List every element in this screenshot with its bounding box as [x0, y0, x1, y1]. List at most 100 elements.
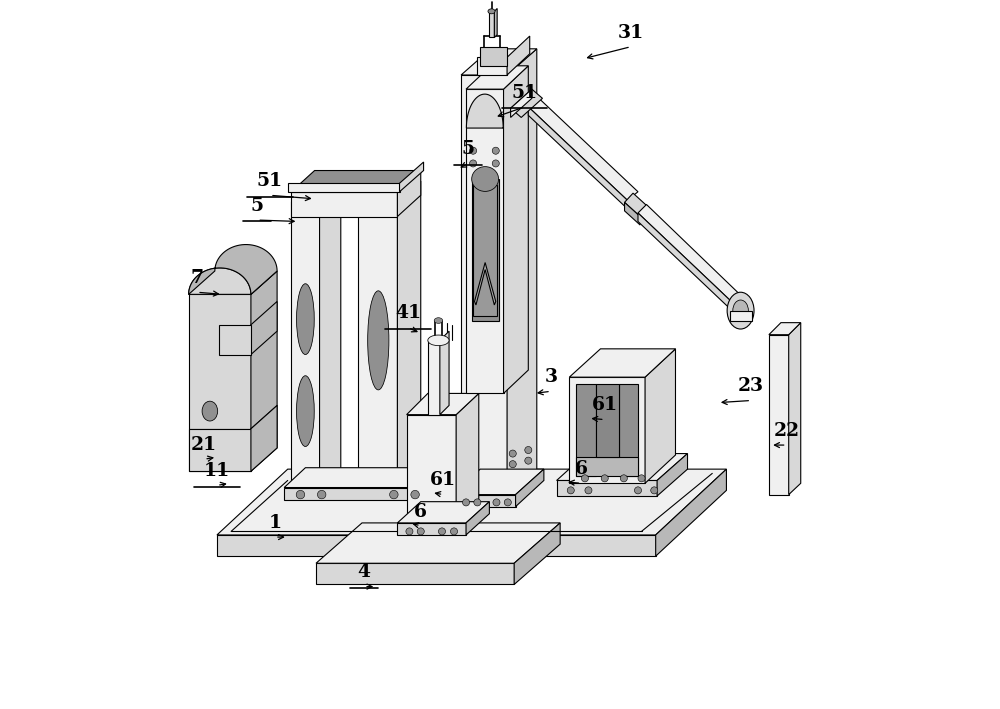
- Polygon shape: [596, 384, 619, 457]
- Text: 6: 6: [414, 503, 427, 520]
- Polygon shape: [456, 393, 479, 526]
- Polygon shape: [472, 179, 499, 320]
- Circle shape: [492, 160, 499, 167]
- Ellipse shape: [428, 335, 449, 346]
- Polygon shape: [657, 454, 688, 496]
- Polygon shape: [320, 181, 341, 493]
- Polygon shape: [397, 502, 489, 523]
- Polygon shape: [576, 384, 596, 476]
- Polygon shape: [625, 193, 649, 216]
- Circle shape: [296, 491, 305, 499]
- Text: 41: 41: [395, 304, 421, 323]
- Circle shape: [411, 491, 419, 499]
- Polygon shape: [426, 468, 447, 500]
- Circle shape: [406, 528, 413, 535]
- Text: 3: 3: [544, 368, 558, 386]
- Polygon shape: [466, 502, 489, 535]
- Circle shape: [390, 491, 398, 499]
- Ellipse shape: [472, 167, 499, 191]
- Polygon shape: [528, 99, 638, 200]
- Polygon shape: [730, 311, 752, 320]
- Polygon shape: [569, 349, 675, 377]
- Polygon shape: [477, 57, 507, 75]
- Polygon shape: [291, 202, 320, 493]
- Polygon shape: [480, 47, 507, 66]
- Polygon shape: [219, 325, 251, 354]
- Ellipse shape: [733, 300, 748, 321]
- Polygon shape: [251, 301, 277, 354]
- Polygon shape: [452, 495, 516, 507]
- Polygon shape: [284, 468, 447, 488]
- Polygon shape: [189, 294, 251, 471]
- Polygon shape: [576, 457, 638, 476]
- Polygon shape: [619, 384, 638, 476]
- Polygon shape: [407, 393, 479, 415]
- Polygon shape: [507, 49, 537, 498]
- Polygon shape: [288, 183, 400, 191]
- Text: 23: 23: [738, 377, 764, 396]
- Circle shape: [470, 147, 477, 155]
- Polygon shape: [507, 36, 530, 75]
- Polygon shape: [397, 181, 421, 493]
- Ellipse shape: [727, 292, 754, 329]
- Circle shape: [509, 450, 516, 457]
- Circle shape: [638, 475, 645, 482]
- Circle shape: [492, 147, 499, 155]
- Ellipse shape: [297, 376, 314, 447]
- Polygon shape: [504, 66, 528, 393]
- Polygon shape: [189, 245, 277, 294]
- Text: 61: 61: [592, 396, 618, 415]
- Polygon shape: [769, 335, 789, 495]
- Polygon shape: [291, 171, 421, 191]
- Circle shape: [585, 487, 592, 494]
- Text: 51: 51: [257, 172, 283, 190]
- Circle shape: [601, 475, 608, 482]
- Circle shape: [567, 487, 574, 494]
- Polygon shape: [466, 66, 528, 89]
- Polygon shape: [475, 262, 496, 305]
- Polygon shape: [789, 323, 801, 495]
- Polygon shape: [528, 107, 627, 208]
- Ellipse shape: [434, 318, 443, 323]
- Text: 11: 11: [204, 462, 230, 480]
- Polygon shape: [316, 523, 560, 563]
- Circle shape: [581, 475, 588, 482]
- Text: 4: 4: [358, 564, 371, 581]
- Polygon shape: [466, 89, 504, 393]
- Polygon shape: [358, 202, 397, 493]
- Ellipse shape: [368, 291, 389, 390]
- Text: 6: 6: [575, 460, 588, 478]
- Polygon shape: [251, 406, 277, 471]
- Polygon shape: [461, 49, 537, 75]
- Circle shape: [620, 475, 627, 482]
- Polygon shape: [461, 75, 507, 498]
- Text: 1: 1: [268, 514, 282, 532]
- Polygon shape: [625, 202, 640, 225]
- Polygon shape: [638, 204, 742, 303]
- Text: 51: 51: [512, 84, 538, 101]
- Polygon shape: [284, 488, 426, 500]
- Text: 5: 5: [462, 140, 475, 158]
- Polygon shape: [769, 323, 801, 335]
- Polygon shape: [400, 162, 424, 191]
- Polygon shape: [316, 563, 514, 584]
- Polygon shape: [557, 481, 657, 496]
- Circle shape: [504, 499, 511, 506]
- Polygon shape: [397, 523, 466, 535]
- Polygon shape: [397, 171, 421, 216]
- Polygon shape: [638, 213, 734, 312]
- Polygon shape: [291, 191, 397, 216]
- Ellipse shape: [297, 284, 314, 354]
- Circle shape: [317, 491, 326, 499]
- Circle shape: [634, 487, 642, 494]
- Ellipse shape: [202, 401, 218, 421]
- Circle shape: [525, 447, 532, 454]
- Text: 61: 61: [430, 471, 456, 489]
- Polygon shape: [656, 469, 726, 556]
- Circle shape: [417, 528, 424, 535]
- Circle shape: [651, 487, 658, 494]
- Polygon shape: [569, 377, 645, 484]
- Polygon shape: [557, 454, 688, 481]
- Text: 22: 22: [774, 422, 800, 440]
- Polygon shape: [489, 11, 494, 38]
